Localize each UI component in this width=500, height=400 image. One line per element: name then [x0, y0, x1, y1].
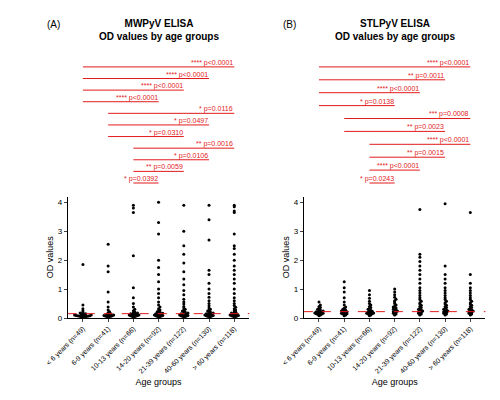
svg-text:10-13 years (n=66): 10-13 years (n=66)	[326, 325, 374, 373]
svg-text:* p=0.0310: * p=0.0310	[149, 129, 183, 137]
svg-text:10-13 years (n=66): 10-13 years (n=66)	[90, 325, 138, 373]
svg-text:2: 2	[58, 256, 63, 265]
svg-text:**** p<0.0001: **** p<0.0001	[191, 59, 233, 67]
svg-text:4: 4	[58, 198, 63, 207]
svg-text:* p=0.0116: * p=0.0116	[199, 105, 233, 113]
svg-text:OD values: OD values	[281, 236, 291, 279]
svg-text:OD values: OD values	[45, 236, 55, 279]
svg-text:< 6 years (n=49): < 6 years (n=49)	[45, 325, 87, 367]
svg-text:**** p<0.0001: **** p<0.0001	[166, 71, 208, 79]
svg-text:Age groups: Age groups	[136, 377, 183, 387]
svg-text:0: 0	[58, 314, 63, 323]
svg-text:**** p<0.0001: **** p<0.0001	[427, 136, 469, 144]
svg-text:2: 2	[294, 256, 299, 265]
svg-text:Age groups: Age groups	[372, 377, 419, 387]
svg-text:> 60 years (n=118): > 60 years (n=118)	[427, 325, 474, 372]
svg-text:**** p<0.0001: **** p<0.0001	[377, 85, 419, 93]
svg-text:**** p<0.0001: **** p<0.0001	[141, 82, 183, 90]
svg-text:3: 3	[294, 227, 299, 236]
svg-text:* p=0.0106: * p=0.0106	[174, 152, 208, 160]
svg-text:40-60 years (n=130): 40-60 years (n=130)	[399, 325, 449, 375]
svg-text:6-9 years (n=41): 6-9 years (n=41)	[70, 325, 112, 367]
svg-text:** p=0.0016: ** p=0.0016	[196, 140, 233, 148]
svg-text:** p=0.0059: ** p=0.0059	[146, 163, 183, 171]
svg-text:(B): (B)	[283, 19, 296, 30]
svg-text:* p=0.0392: * p=0.0392	[124, 175, 158, 183]
svg-text:* p=0.0243: * p=0.0243	[360, 175, 394, 183]
svg-text:21-39 years (n=122): 21-39 years (n=122)	[373, 325, 423, 375]
svg-text:1: 1	[294, 285, 299, 294]
svg-text:* p=0.0497: * p=0.0497	[174, 117, 208, 125]
svg-text:**** p<0.0001: **** p<0.0001	[116, 94, 158, 102]
svg-text:40-60 years (n=130): 40-60 years (n=130)	[163, 325, 213, 375]
svg-text:6-9 years (n=41): 6-9 years (n=41)	[306, 325, 348, 367]
svg-text:1: 1	[58, 285, 63, 294]
svg-text:** p=0.0015: ** p=0.0015	[407, 149, 444, 157]
svg-text:(A): (A)	[47, 19, 60, 30]
svg-text:3: 3	[58, 227, 63, 236]
svg-text:** p=0.0023: ** p=0.0023	[407, 123, 444, 131]
svg-text:**** p<0.0001: **** p<0.0001	[427, 59, 469, 67]
svg-text:14-20 years (n=92): 14-20 years (n=92)	[351, 325, 399, 373]
svg-text:** p=0.0011: ** p=0.0011	[408, 72, 444, 80]
svg-text:> 60 years (n=118): > 60 years (n=118)	[191, 325, 238, 372]
svg-text:0: 0	[294, 314, 299, 323]
svg-text:* p=0.0138: * p=0.0138	[360, 98, 394, 106]
svg-text:14-20 years (n=92): 14-20 years (n=92)	[115, 325, 163, 373]
svg-text:MWPyV ELISAOD values by age gr: MWPyV ELISAOD values by age groups	[99, 18, 219, 42]
svg-text:*** p=0.0008: *** p=0.0008	[429, 110, 469, 118]
svg-text:< 6 years (n=49): < 6 years (n=49)	[281, 325, 323, 367]
svg-text:STLPyV ELISAOD values by age g: STLPyV ELISAOD values by age groups	[335, 18, 455, 42]
svg-text:21-39 years (n=122): 21-39 years (n=122)	[137, 325, 187, 375]
svg-text:4: 4	[294, 198, 299, 207]
svg-text:**** p<0.0001: **** p<0.0001	[377, 162, 419, 170]
